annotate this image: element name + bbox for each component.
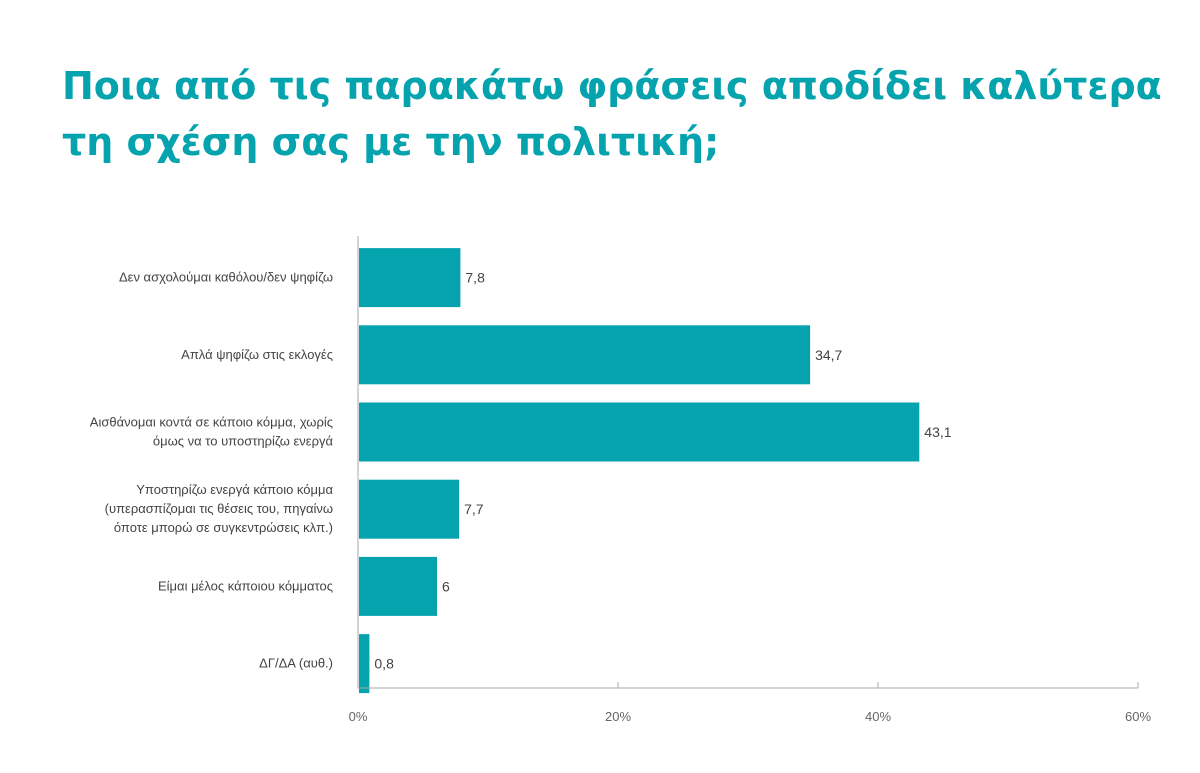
category-label: Είμαι μέλος κάποιου κόμματος (158, 578, 333, 593)
category-label: Απλά ψηφίζω στις εκλογές (181, 347, 333, 362)
category-label: όποτε μπορώ σε συγκεντρώσεις κλπ.) (114, 520, 333, 535)
data-label: 34,7 (815, 347, 842, 363)
x-tick-label: 40% (865, 709, 891, 724)
bar (359, 556, 437, 616)
bar (359, 634, 370, 694)
x-tick-label: 0% (349, 709, 368, 724)
category-label: (υπερασπίζομαι τις θέσεις του, πηγαίνω (105, 501, 333, 516)
data-label: 7,7 (464, 501, 484, 517)
bar (359, 402, 920, 462)
category-label: Αισθάνομαι κοντά σε κάποιο κόμμα, χωρίς (90, 415, 333, 430)
bar (359, 248, 461, 308)
bar (359, 325, 811, 385)
bar (359, 479, 460, 539)
chart-title: Ποια από τις παρακάτω φράσεις αποδίδει κ… (62, 64, 1162, 164)
x-tick-label: 20% (605, 709, 631, 724)
data-label: 6 (442, 578, 450, 594)
data-label: 0,8 (374, 656, 394, 672)
x-tick-label: 60% (1125, 709, 1151, 724)
data-label: 7,8 (465, 270, 485, 286)
category-label: Δεν ασχολούμαι καθόλου/δεν ψηφίζω (119, 270, 333, 285)
data-label: 43,1 (924, 424, 951, 440)
category-label: Υποστηρίζω ενεργά κάποιο κόμμα (136, 482, 333, 497)
category-label: όμως να το υποστηρίζω ενεργά (153, 434, 334, 449)
category-label: ΔΓ/ΔΑ (αυθ.) (259, 656, 333, 671)
